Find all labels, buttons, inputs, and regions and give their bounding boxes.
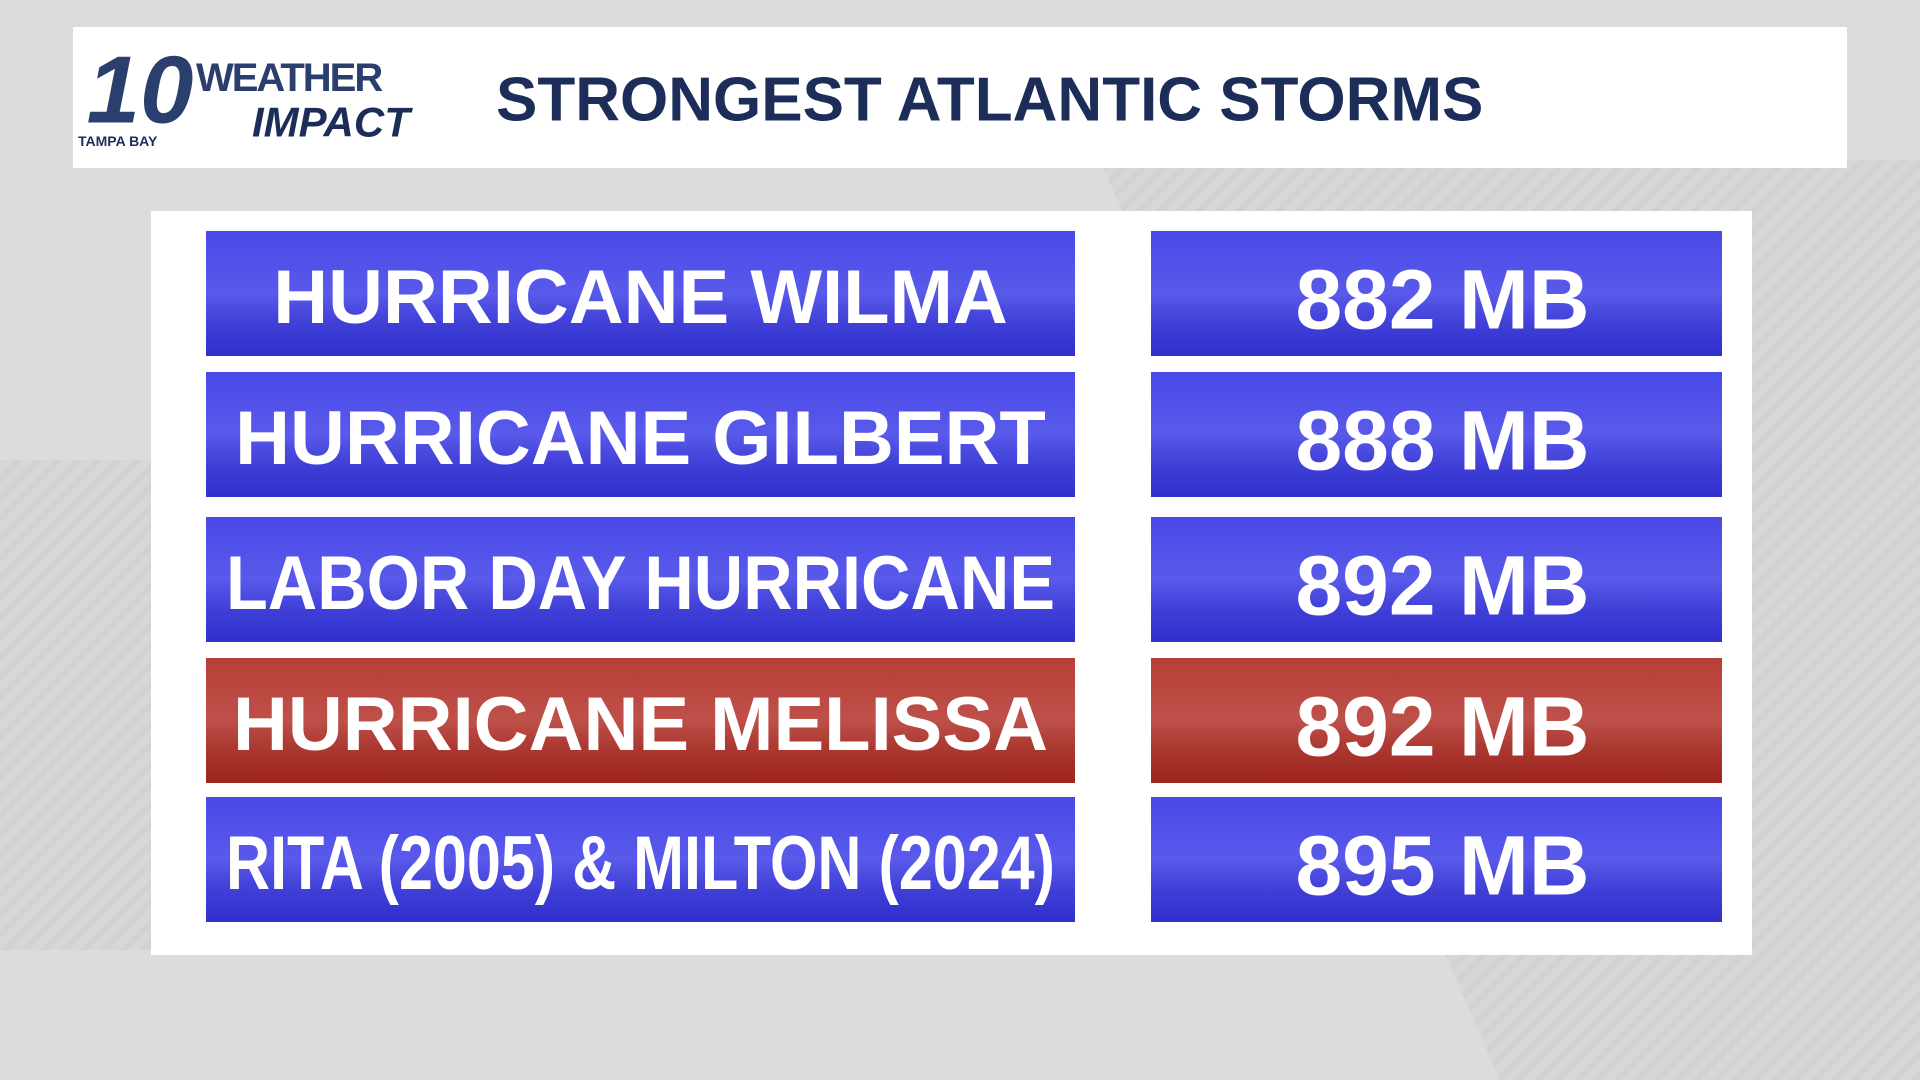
background-stripes	[0, 460, 160, 950]
cell-sheen	[206, 658, 1075, 783]
table-row: LABOR DAY HURRICANE 892 MB	[206, 517, 1722, 642]
table: HURRICANE WILMA 882 MB HURRICANE GILBERT 88…	[206, 231, 1722, 922]
storm-pressure: 895 MB	[1295, 819, 1589, 913]
cell-sheen	[206, 517, 1075, 642]
logo-line2: IMPACT	[252, 99, 413, 146]
cell-sheen	[206, 797, 1075, 922]
storm-pressure: 888 MB	[1295, 394, 1589, 488]
cell-sheen	[1151, 231, 1722, 356]
storm-name: RITA (2005) & MILTON (2024)	[226, 821, 1055, 906]
table-row: RITA (2005) & MILTON (2024) 895 MB	[206, 797, 1722, 922]
cell-sheen	[1151, 797, 1722, 922]
cell-sheen	[206, 231, 1075, 356]
storm-name: HURRICANE GILBERT	[235, 396, 1046, 481]
logo: 10 WEATHER IMPACT TAMPA BAY	[78, 37, 413, 150]
cell-sheen	[1151, 517, 1722, 642]
title: STRONGEST ATLANTIC STORMS	[496, 66, 1483, 135]
storm-pressure: 892 MB	[1295, 539, 1589, 633]
storm-name: LABOR DAY HURRICANE	[226, 541, 1055, 626]
logo-number: 10	[87, 37, 194, 144]
cell-sheen	[1151, 658, 1722, 783]
header-bar	[73, 27, 1847, 168]
storm-name: HURRICANE WILMA	[273, 255, 1008, 340]
logo-line1: WEATHER	[196, 56, 383, 100]
storm-pressure: 882 MB	[1295, 253, 1589, 347]
table-row: HURRICANE GILBERT 888 MB	[206, 372, 1722, 497]
table-row: HURRICANE MELISSA 892 MB	[206, 658, 1722, 783]
cell-sheen	[206, 372, 1075, 497]
storm-name: HURRICANE MELISSA	[233, 682, 1048, 767]
table-row: HURRICANE WILMA 882 MB	[206, 231, 1722, 356]
cell-sheen	[1151, 372, 1722, 497]
logo-station: TAMPA BAY	[78, 133, 158, 149]
storm-pressure: 892 MB	[1295, 680, 1589, 774]
